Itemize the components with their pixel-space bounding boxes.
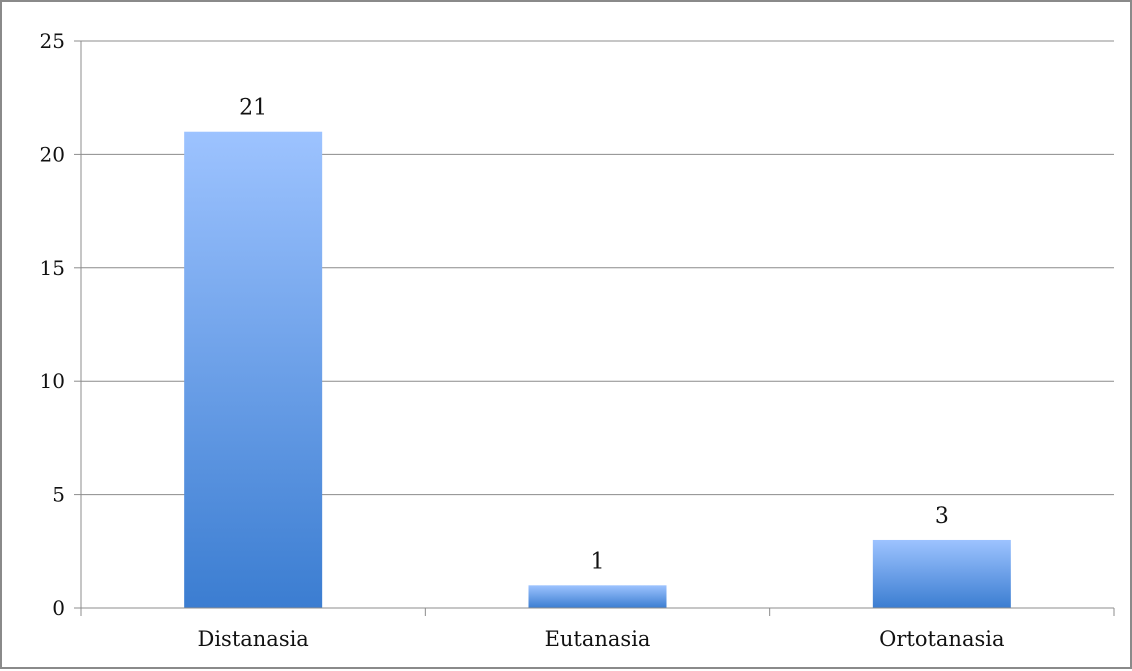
data-label: 3 xyxy=(935,504,949,529)
x-category-label: Ortotanasia xyxy=(879,627,1004,651)
bar-ortotanasia xyxy=(872,539,1011,608)
bars xyxy=(184,131,1011,608)
bar-distanasia xyxy=(184,131,323,608)
y-tick-label: 15 xyxy=(40,256,65,280)
y-tick-label: 20 xyxy=(40,142,65,166)
x-category-label: Eutanasia xyxy=(545,627,651,651)
axes xyxy=(74,40,1115,616)
y-tick-label: 25 xyxy=(40,29,65,53)
y-tick-label: 10 xyxy=(40,369,65,393)
y-tick-label: 0 xyxy=(52,596,65,620)
bar-eutanasia xyxy=(528,585,667,608)
data-label: 1 xyxy=(591,549,605,574)
y-tick-label: 5 xyxy=(52,483,65,507)
data-label: 21 xyxy=(239,96,267,121)
x-category-label: Distanasia xyxy=(197,627,308,651)
labels: 0 5 10 15 20 25 21 Distanasia 1 Eutanasia 3 Ortotan… xyxy=(40,29,1005,651)
